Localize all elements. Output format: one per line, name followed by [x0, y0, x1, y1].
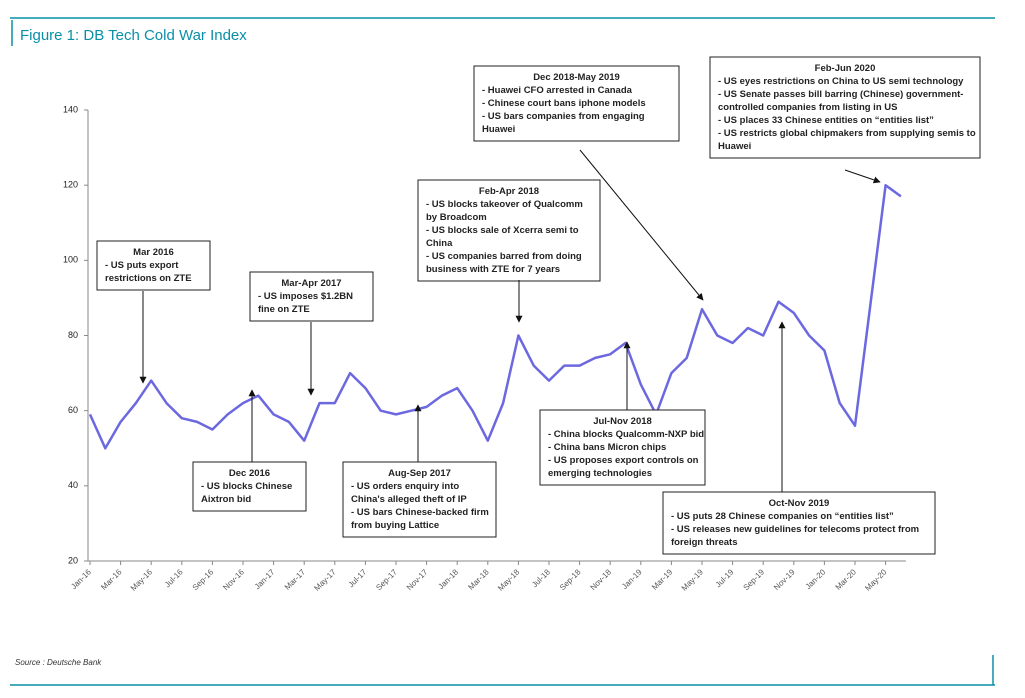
annotation-box	[96, 240, 211, 291]
source-note: Source : Deutsche Bank	[15, 658, 102, 667]
x-tick-label: Jan-16	[69, 567, 93, 591]
annotation-line: Huawei	[482, 124, 515, 135]
x-tick-label: Nov-18	[589, 567, 614, 592]
annotation-line: China	[426, 238, 453, 249]
annotation-line: Aixtron bid	[201, 494, 251, 505]
annotation-box	[417, 179, 601, 282]
annotation-line: controlled companies from listing in US	[718, 102, 897, 113]
x-tick-label: May-18	[496, 567, 522, 593]
annotation-line: - China blocks Qualcomm-NXP bid	[548, 429, 704, 440]
y-tick-label: 40	[68, 480, 78, 490]
x-tick-label: Nov-16	[221, 567, 246, 592]
annotation-line: - US blocks sale of Xcerra semi to	[426, 225, 579, 236]
annotation-line: restrictions on ZTE	[105, 273, 192, 284]
x-tick-label: Mar-18	[466, 567, 491, 592]
annotation-box	[249, 271, 374, 322]
annotation-line: - US blocks takeover of Qualcomm	[426, 199, 583, 210]
annotation-line: emerging technologies	[548, 468, 652, 479]
x-tick-label: Sep-16	[191, 567, 216, 592]
x-tick-label: Jul-16	[163, 567, 185, 589]
annotation-line: - US restricts global chipmakers from su…	[718, 128, 976, 139]
annotation-line: - US eyes restrictions on China to US se…	[718, 76, 964, 87]
y-tick-label: 80	[68, 330, 78, 340]
annotation-line: - Chinese court bans iphone models	[482, 98, 646, 109]
annotation-line: - Huawei CFO arrested in Canada	[482, 85, 633, 96]
annotation-box	[539, 409, 706, 486]
annotation-title: Feb-Jun 2020	[815, 63, 876, 74]
annotation-line: business with ZTE for 7 years	[426, 264, 560, 275]
y-tick-label: 100	[63, 255, 78, 265]
annotation-arrow	[844, 169, 881, 184]
x-tick-label: Mar-19	[650, 567, 675, 592]
annotation-line: - US bars Chinese-backed firm	[351, 507, 489, 518]
annotation-line: - US puts export	[105, 260, 179, 271]
x-tick-label: Jan-20	[804, 567, 828, 591]
y-tick-label: 140	[63, 104, 78, 114]
annotation-box	[662, 491, 936, 555]
annotation-line: - US imposes $1.2BN	[258, 291, 353, 302]
x-tick-label: Nov-19	[772, 567, 797, 592]
annotation-box	[473, 65, 680, 142]
annotation-title: Jul-Nov 2018	[593, 416, 652, 427]
annotation-box	[342, 461, 497, 538]
annotation-line: - US companies barred from doing	[426, 251, 582, 262]
annotation-title: Aug-Sep 2017	[388, 468, 451, 479]
x-tick-label: Jan-19	[620, 567, 644, 591]
annotation-line: fine on ZTE	[258, 304, 310, 315]
x-tick-label: May-19	[680, 567, 706, 593]
annotation-box	[192, 461, 307, 512]
x-tick-label: Jan-18	[436, 567, 460, 591]
annotation-title: Feb-Apr 2018	[479, 186, 539, 197]
chart-title: Figure 1: DB Tech Cold War Index	[20, 27, 247, 44]
annotation-line: by Broadcom	[426, 212, 487, 223]
annotation-title: Dec 2016	[229, 468, 270, 479]
annotation-line: - China bans Micron chips	[548, 442, 666, 453]
annotation-title: Oct-Nov 2019	[769, 498, 830, 509]
annotation-title: Dec 2018-May 2019	[533, 72, 620, 83]
annotation-line: - US orders enquiry into	[351, 481, 459, 492]
x-tick-label: Jul-18	[530, 567, 552, 589]
annotation-box	[709, 56, 981, 159]
x-tick-label: Jul-17	[347, 567, 369, 589]
annotation-line: - US releases new guidelines for telecom…	[671, 524, 919, 535]
annotation-title: Mar 2016	[133, 247, 174, 258]
x-tick-label: May-16	[129, 567, 155, 593]
annotation-line: - US blocks Chinese	[201, 481, 292, 492]
annotation-line: from buying Lattice	[351, 520, 439, 531]
y-tick-label: 20	[68, 555, 78, 565]
x-tick-label: Mar-17	[283, 567, 308, 592]
annotation-line: - US proposes export controls on	[548, 455, 699, 466]
x-tick-label: Sep-19	[742, 567, 767, 592]
x-tick-label: May-20	[863, 567, 889, 593]
annotation-line: Huawei	[718, 141, 751, 152]
annotation-line: - US bars companies from engaging	[482, 111, 645, 122]
y-tick-label: 60	[68, 405, 78, 415]
x-tick-label: Jan-17	[253, 567, 277, 591]
x-tick-label: Mar-20	[834, 567, 859, 592]
annotation-line: - US puts 28 Chinese companies on “entit…	[671, 511, 894, 522]
x-tick-label: Mar-16	[99, 567, 124, 592]
annotation-line: China's alleged theft of IP	[351, 494, 467, 505]
y-tick-label: 120	[63, 180, 78, 190]
annotation-line: foreign threats	[671, 537, 738, 548]
annotation-line: - US Senate passes bill barring (Chinese…	[718, 89, 963, 100]
x-tick-label: Nov-17	[405, 567, 430, 592]
annotation-line: - US places 33 Chinese entities on “enti…	[718, 115, 934, 126]
x-tick-label: May-17	[312, 567, 338, 593]
x-tick-label: Sep-18	[558, 567, 583, 592]
annotation-arrow	[579, 149, 704, 301]
x-tick-label: Sep-17	[374, 567, 399, 592]
x-tick-label: Jul-19	[714, 567, 736, 589]
annotation-title: Mar-Apr 2017	[281, 278, 341, 289]
index-line	[88, 183, 902, 450]
